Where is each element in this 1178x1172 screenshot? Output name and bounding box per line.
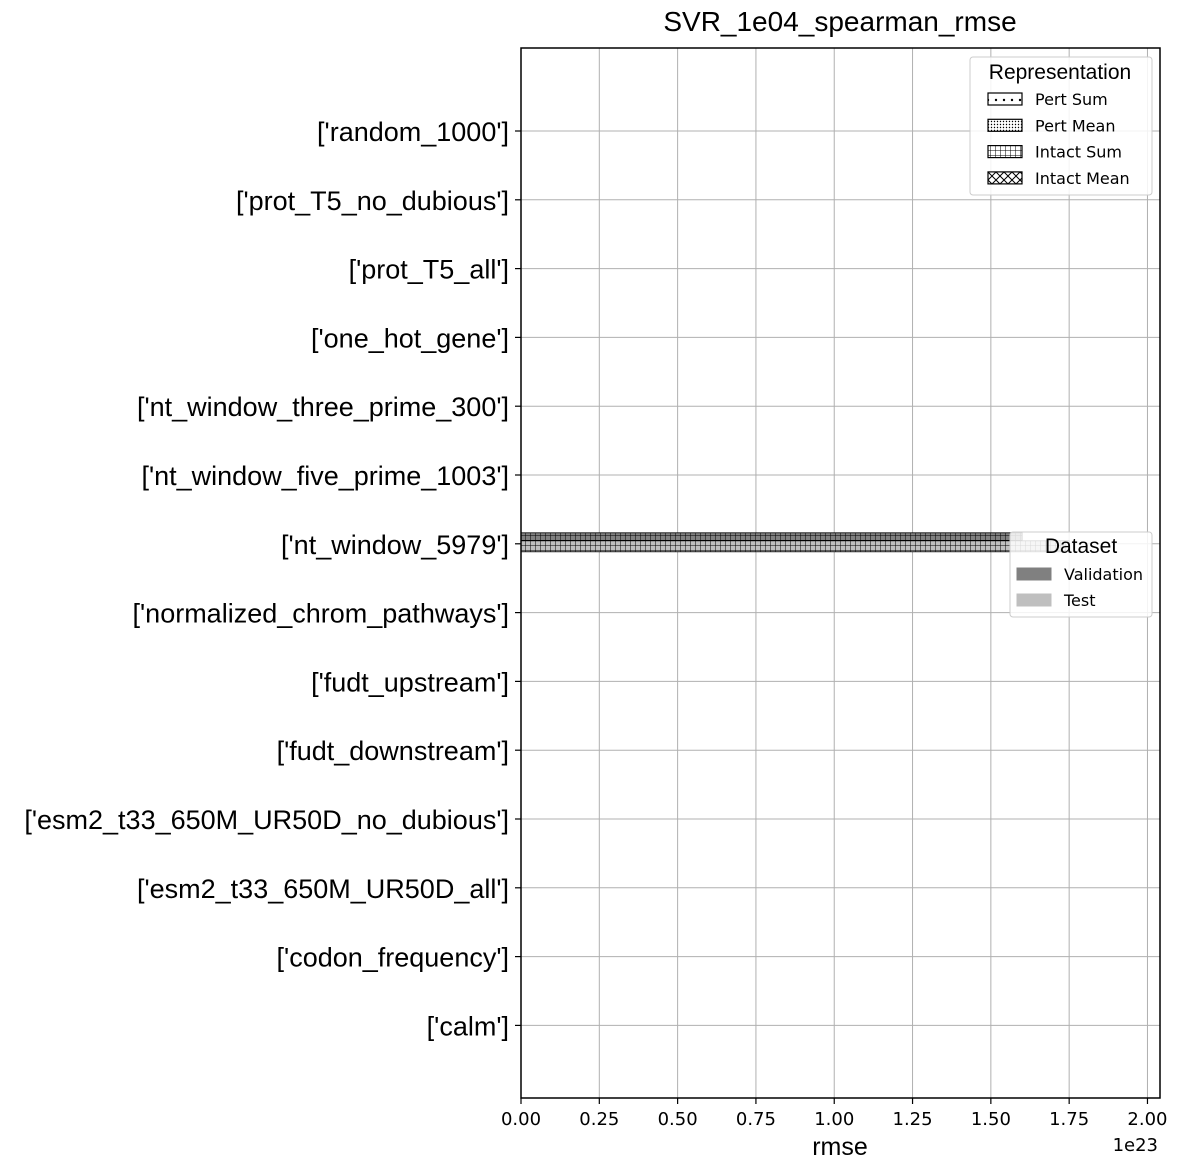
legend-representation-title: Representation [989,61,1131,84]
x-axis-label: rmse [812,1133,868,1161]
legend-representation-frame [969,56,1153,196]
y-tick-label: ['prot_T5_all'] [349,255,509,285]
x-tick-label: 1.50 [971,1109,1011,1130]
y-tick-label: ['calm'] [427,1011,509,1041]
legend-representation-label: Pert Sum [1035,90,1108,109]
y-tick-label: ['fudt_upstream'] [311,667,509,697]
x-tick-label: 1.75 [1049,1109,1089,1130]
x-axis-offset-text: 1e23 [1113,1135,1158,1156]
y-tick-label: ['nt_window_three_prime_300'] [137,392,509,422]
x-axis: 0.00 0.25 0.50 0.75 1.00 1.25 1.50 1.75 2.00 [501,1098,1168,1130]
y-tick-label: ['fudt_downstream'] [277,736,509,766]
legend-representation: Representation Pert Sum Pert Mean Intact S… [969,56,1153,196]
bar-test [520,540,1070,553]
chart-title: SVR_1e04_spearman_rmse [663,6,1016,37]
legend-representation-label: Intact Mean [1035,169,1130,188]
x-tick-label: 1.00 [814,1109,854,1130]
legend-representation-label: Pert Mean [1035,116,1115,135]
y-tick-label: ['nt_window_5979'] [281,530,509,560]
y-tick-label: ['esm2_t33_650M_UR50D_no_dubious'] [24,805,509,835]
x-tick-label: 0.25 [579,1109,619,1130]
y-tick-label: ['esm2_t33_650M_UR50D_all'] [137,874,509,904]
legend-swatch-validation [1016,567,1052,581]
grid [520,48,1160,1098]
y-tick-label: ['one_hot_gene'] [311,323,509,353]
legend-swatch-test [1016,593,1052,607]
legend-dataset: Dataset Validation Test [1009,531,1153,618]
x-tick-label: 0.00 [501,1109,541,1130]
x-tick-label: 0.50 [658,1109,698,1130]
x-tick-label: 1.25 [893,1109,933,1130]
legend-representation-label: Intact Sum [1035,143,1122,162]
y-axis: ['random_1000'] ['prot_T5_no_dubious'] ['p… [24,117,521,1041]
x-tick-label: 2.00 [1127,1109,1167,1130]
x-tick-label: 0.75 [736,1109,776,1130]
legend-swatch-dense-dots [987,118,1023,132]
y-tick-label: ['nt_window_five_prime_1003'] [141,461,509,491]
legend-dataset-title: Dataset [1045,535,1118,558]
legend-swatch-grid [987,145,1023,159]
legend-swatch-dots [987,92,1023,106]
bars [520,532,1070,553]
plot-frame [520,47,1161,1099]
legend-dataset-label: Test [1063,591,1096,610]
legend-swatch-cross [987,171,1023,185]
y-tick-label: ['prot_T5_no_dubious'] [236,186,509,216]
legend-dataset-label: Validation [1064,565,1143,584]
y-tick-label: ['codon_frequency'] [277,943,509,973]
y-tick-label: ['normalized_chrom_pathways'] [133,599,509,629]
y-tick-label: ['random_1000'] [317,117,509,147]
